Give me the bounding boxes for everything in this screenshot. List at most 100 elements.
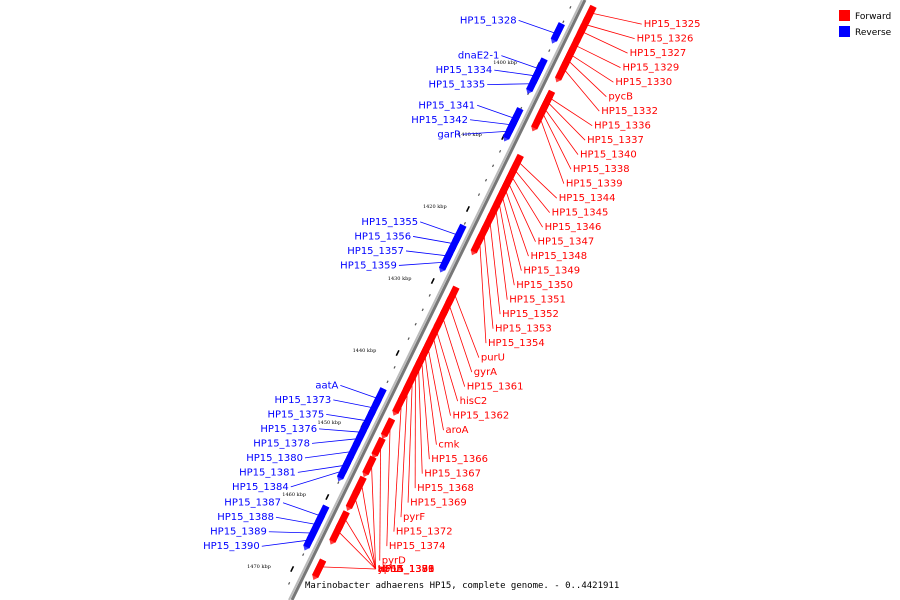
gene-label: HP15_1330 [615,77,672,88]
gene-label: HP15_1336 [594,121,651,132]
minor-tick [414,322,417,326]
gene-leader-line [290,470,343,488]
gene-hp15_1383: HP15_1383 [345,489,434,575]
gene-label: HP15_1374 [389,541,446,552]
gene-label: HP15_1367 [424,469,481,480]
minor-tick [421,308,424,312]
gene-leader-line [424,354,437,445]
gene-label: HP15_1346 [545,222,602,233]
gene-label: aroA [445,425,468,436]
gene-leader-line [539,118,565,184]
gene-arrow-body [311,558,327,579]
gene-label: HP15_1369 [410,498,467,509]
gene-leader-line [379,445,382,561]
major-tick [395,349,400,357]
gene-arrow-head [439,267,445,273]
gene-garr: garR [437,119,518,142]
reverse-strand-genes: HP15_1328 dnaE2-1 HP15_1334 HP15_1335 HP15_1… [203,15,566,552]
gene-leader-line [319,428,361,433]
gene-hp15_1389: HP15_1389 [210,521,322,544]
gene-leader-line [549,97,593,126]
gene-label: HP15_1386 [378,564,435,575]
gene-leader-line [498,202,515,286]
major-tick [430,277,435,285]
gene-label: HP15_1384 [232,482,289,493]
minor-tick [562,20,565,24]
gene-leader-line [427,347,444,431]
gene-arrow-head [392,410,399,416]
gene-leader-line [400,390,408,518]
gene-leader-line [275,516,317,525]
axis-tick-label: 1400 kbp [493,60,517,66]
gene-label: HP15_1338 [573,164,630,175]
gene-arrow-body [380,417,396,437]
gene-leader-line [420,221,458,236]
gene-arrow-head [381,433,387,439]
gene-leader-line [575,45,621,69]
gene-leader-line [282,502,321,517]
gene-arrow-head [329,539,336,545]
gene-leader-line [547,102,586,141]
gene-label: HP15_1339 [566,179,623,190]
gene-leader-line [386,425,391,547]
gene-leader-line [436,330,459,402]
genome-backbone [290,0,587,600]
gene-label: HP15_1368 [417,483,474,494]
gene-leader-line [511,176,543,228]
gene-label: HP15_1361 [467,382,524,393]
gene-leader-line [591,12,642,25]
gene-leader-line [371,463,377,570]
gene-arrow-head [312,574,319,580]
gene-label: HP15_1353 [495,324,552,335]
gene-label: HP15_1378 [253,438,310,449]
gene-leader-line [304,451,352,459]
gene-label: HP15_1387 [224,498,281,509]
gene-leader-line [542,113,572,170]
axis-tick-label: 1440 kbp [353,348,377,354]
gene-leader-line [398,261,444,266]
gene-leader-line [297,464,345,473]
gene-label: HP15_1354 [488,338,545,349]
gene-label: pyrF [403,512,425,523]
gene-label: HP15_1357 [347,246,404,257]
gene-label: HP15_1356 [354,231,411,242]
axis-tick-label: 1450 kbp [317,420,341,426]
major-tick [290,565,295,573]
gene-label: HP15_1375 [267,409,324,420]
gene-label: HP15_1348 [530,251,587,262]
gene-label: HP15_1341 [418,100,475,111]
gene-label: HP15_1335 [428,80,485,91]
gene-label: dnaE2-1 [458,51,499,62]
gene-label: HP15_1326 [637,34,694,45]
gene-leader-line [514,169,550,213]
gene-label: HP15_1347 [538,237,595,248]
gene-hp15_1325: HP15_1325 [582,4,700,30]
gene-pyrd: pyrD [371,436,406,567]
gene-label: garR [437,129,461,140]
major-tick [325,493,330,501]
gene-label: HP15_1350 [516,280,573,291]
gene-arrow-head [303,545,310,551]
gene-leader-line [418,367,423,474]
minor-tick [386,380,389,384]
gene-leader-line [442,317,466,387]
minor-tick [491,164,495,168]
gene-leader-line [487,83,532,85]
gene-label: apeB [378,564,404,575]
axis-tick-label: 1410 kbp [458,132,482,138]
gene-leader-line [462,130,508,135]
axis-ticks: 1400 kbp 1410 kbp 1420 kbp 1430 kbp 1440 kbp… [247,6,572,585]
gene-leader-line [413,236,454,244]
minor-tick [569,6,572,9]
gene-label: purU [481,353,505,364]
gene-hp15_1335: HP15_1335 [428,72,541,94]
gene-hp15_1374: HP15_1374 [380,417,446,552]
gene-arrow-head [362,471,369,477]
gene-leader-line [479,242,487,344]
gene-label: HP15_1337 [587,135,644,146]
gene-leader-line [518,19,556,34]
gene-arrow-body [371,436,386,457]
axis-tick-label: 1470 kbp [247,564,271,570]
gene-label: gyrA [474,367,497,378]
